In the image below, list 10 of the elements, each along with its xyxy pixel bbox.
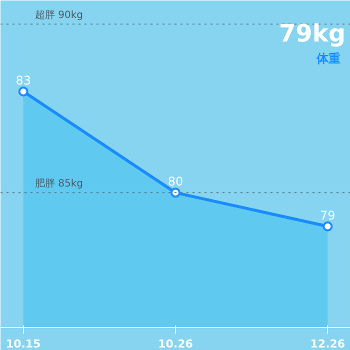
data-label: 80 — [168, 174, 184, 189]
ref-line-label: 肥胖 85kg — [34, 178, 83, 190]
x-tick-label: 10.15 — [6, 338, 41, 350]
data-label: 83 — [16, 74, 31, 88]
text: 79kg — [278, 20, 346, 48]
data-label: 79 — [320, 208, 336, 222]
x-tick-label: 10.26 — [158, 338, 194, 350]
text: 体重 — [316, 52, 340, 66]
x-tick-label: 12.26 — [310, 338, 346, 350]
ref-line-label: 超胖 90kg — [34, 9, 83, 22]
